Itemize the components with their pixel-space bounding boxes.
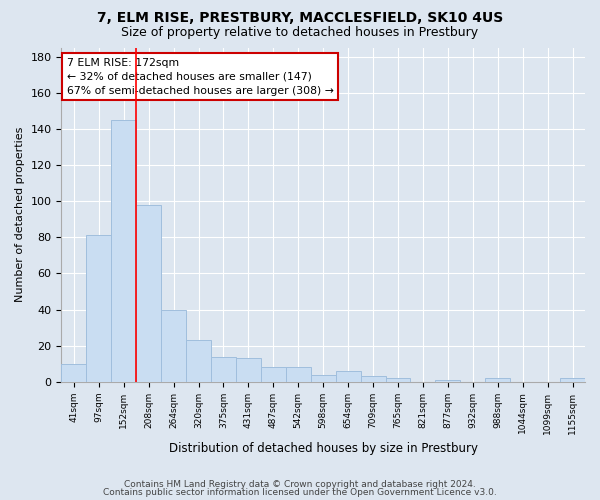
Bar: [386, 378, 410, 382]
Bar: [335, 371, 361, 382]
Bar: [560, 378, 585, 382]
Text: 7 ELM RISE: 172sqm
← 32% of detached houses are smaller (147)
67% of semi-detach: 7 ELM RISE: 172sqm ← 32% of detached hou…: [67, 58, 334, 96]
Text: Contains HM Land Registry data © Crown copyright and database right 2024.: Contains HM Land Registry data © Crown c…: [124, 480, 476, 489]
Bar: [161, 310, 186, 382]
Bar: [111, 120, 136, 382]
Bar: [286, 368, 311, 382]
Bar: [236, 358, 261, 382]
X-axis label: Distribution of detached houses by size in Prestbury: Distribution of detached houses by size …: [169, 442, 478, 455]
Bar: [86, 236, 111, 382]
Bar: [61, 364, 86, 382]
Bar: [485, 378, 510, 382]
Bar: [211, 356, 236, 382]
Bar: [261, 368, 286, 382]
Text: Size of property relative to detached houses in Prestbury: Size of property relative to detached ho…: [121, 26, 479, 39]
Bar: [436, 380, 460, 382]
Bar: [361, 376, 386, 382]
Bar: [136, 204, 161, 382]
Bar: [186, 340, 211, 382]
Text: 7, ELM RISE, PRESTBURY, MACCLESFIELD, SK10 4US: 7, ELM RISE, PRESTBURY, MACCLESFIELD, SK…: [97, 12, 503, 26]
Y-axis label: Number of detached properties: Number of detached properties: [15, 127, 25, 302]
Text: Contains public sector information licensed under the Open Government Licence v3: Contains public sector information licen…: [103, 488, 497, 497]
Bar: [311, 374, 335, 382]
